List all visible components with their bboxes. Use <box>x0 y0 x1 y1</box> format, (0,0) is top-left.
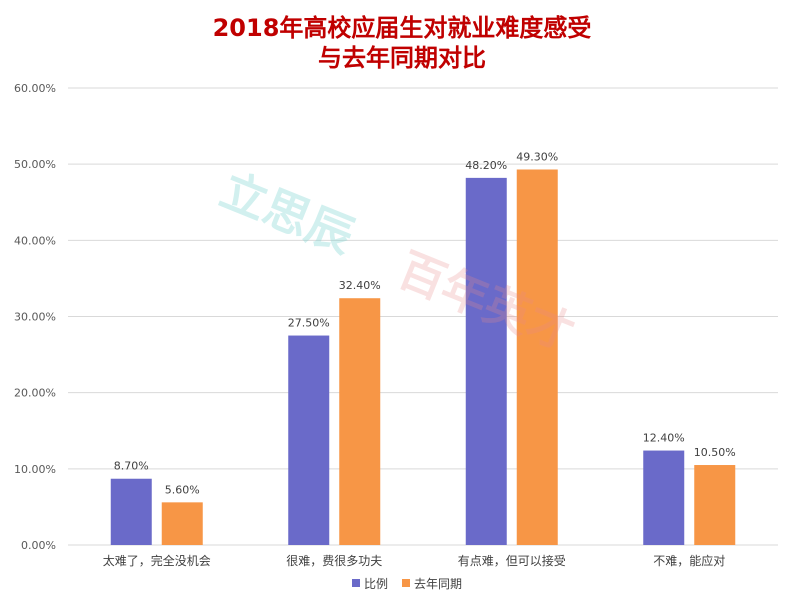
bar <box>110 478 152 545</box>
y-tick-label: 50.00% <box>14 158 56 171</box>
gridlines <box>68 87 778 546</box>
y-axis-tick-labels: 0.00% 10.00% 20.00% 30.00% 40.00% 50.00% 60.00… <box>14 82 56 552</box>
data-label: 49.30% <box>516 150 558 163</box>
y-tick-label: 0.00% <box>21 539 56 552</box>
data-label: 10.50% <box>694 446 736 459</box>
chart-title-line-1: 2018年高校应届生对就业难度感受 <box>213 14 592 42</box>
data-label: 32.40% <box>339 279 381 292</box>
bar <box>694 465 736 545</box>
y-tick-label: 30.00% <box>14 311 56 324</box>
bar <box>465 177 507 546</box>
data-label: 8.70% <box>114 460 149 473</box>
y-tick-label: 10.00% <box>14 463 56 476</box>
y-tick-label: 20.00% <box>14 387 56 400</box>
data-label: 12.40% <box>643 432 685 445</box>
x-tick-label: 很难，费很多功夫 <box>286 554 382 568</box>
y-tick-label: 40.00% <box>14 234 56 247</box>
bar <box>339 298 381 545</box>
legend-label: 去年同期 <box>414 577 462 591</box>
x-tick-label: 不难，能应对 <box>653 553 725 568</box>
watermark-text-1: 立思辰 <box>213 162 361 264</box>
bar <box>288 335 330 545</box>
legend: 比例 去年同期 <box>352 577 462 591</box>
legend-label: 比例 <box>364 577 388 591</box>
x-axis-category-labels: 太难了，完全没机会 很难，费很多功夫 有点难，但可以接受 不难，能应对 <box>103 553 726 568</box>
bars <box>110 169 736 546</box>
bar <box>516 169 558 545</box>
legend-swatch <box>402 579 410 587</box>
data-labels: 8.70% 5.60% 27.50% 32.40% 48.20% 49.30% 12.40%… <box>114 150 736 496</box>
data-label: 5.60% <box>165 483 200 496</box>
data-label: 27.50% <box>288 317 330 330</box>
legend-swatch <box>352 579 360 587</box>
bar <box>643 450 685 545</box>
data-label: 48.20% <box>465 159 507 172</box>
x-tick-label: 太难了，完全没机会 <box>103 553 211 568</box>
y-tick-label: 60.00% <box>14 82 56 95</box>
x-tick-label: 有点难，但可以接受 <box>458 553 566 568</box>
chart-title-line-2: 与去年同期对比 <box>318 44 486 72</box>
bar <box>161 502 203 545</box>
